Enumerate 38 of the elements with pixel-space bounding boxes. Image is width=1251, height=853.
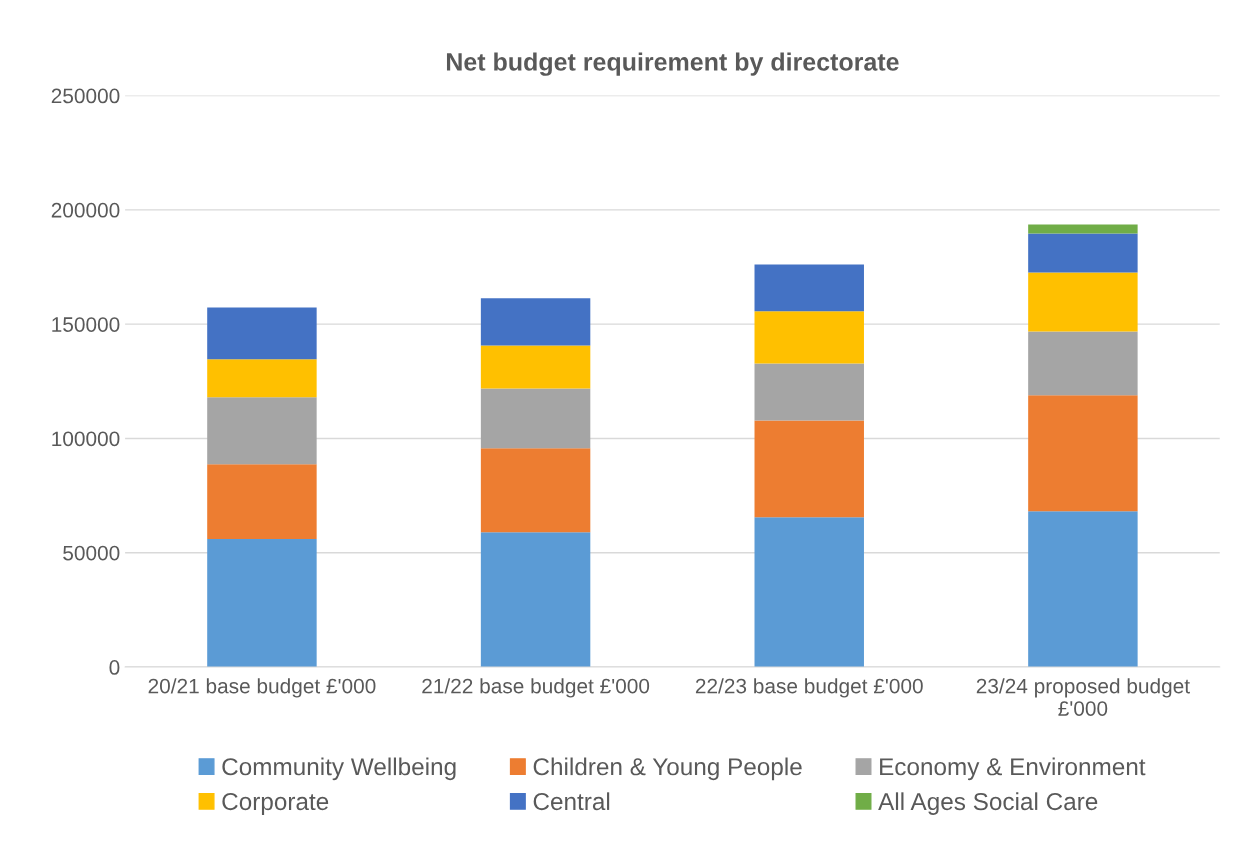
y-tick-label: 250000 bbox=[51, 88, 120, 104]
bar bbox=[754, 311, 864, 364]
legend-label: Corporate bbox=[222, 792, 329, 815]
x-tick-label: 20/21 base budget £'000 bbox=[148, 678, 376, 698]
bar bbox=[1028, 272, 1138, 332]
x-tick-label: 22/23 base budget £'000 bbox=[695, 678, 923, 698]
y-tick-label: 100000 bbox=[52, 431, 120, 447]
bar bbox=[207, 307, 317, 360]
bar bbox=[1028, 331, 1138, 396]
legend-label: All Ages Social Care bbox=[878, 792, 1098, 815]
y-tick-label: 50000 bbox=[63, 545, 120, 561]
bar bbox=[207, 359, 317, 398]
legend-label: Community Wellbeing bbox=[222, 757, 456, 781]
bar bbox=[207, 397, 317, 465]
legend-label: Central bbox=[533, 792, 610, 811]
bar bbox=[480, 532, 591, 668]
bar bbox=[754, 264, 864, 312]
y-tick-label: 150000 bbox=[52, 317, 120, 332]
bar bbox=[1028, 224, 1138, 234]
y-tick-label: 0 bbox=[109, 660, 120, 675]
bar bbox=[480, 298, 591, 346]
bar bbox=[754, 420, 864, 518]
bar bbox=[1028, 395, 1138, 512]
bar bbox=[480, 345, 591, 389]
x-tick-label: 23/24 proposed budget £'000 bbox=[976, 678, 1190, 716]
bar bbox=[754, 517, 864, 668]
bar bbox=[480, 448, 591, 533]
y-tick-label: 200000 bbox=[51, 202, 120, 218]
legend-label: Children & Young People bbox=[533, 757, 802, 781]
chart-title: Net budget requirement by directorate bbox=[446, 52, 899, 76]
bar bbox=[754, 363, 864, 421]
bar bbox=[207, 539, 317, 668]
x-tick-label: 21/22 base budget £'000 bbox=[422, 678, 650, 698]
bar bbox=[207, 464, 317, 540]
bar bbox=[480, 388, 591, 449]
bar bbox=[1028, 511, 1138, 668]
bar bbox=[1028, 233, 1138, 273]
legend-label: Economy & Environment bbox=[880, 757, 1146, 781]
